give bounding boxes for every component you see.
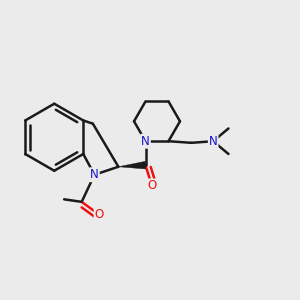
Text: N: N [209, 135, 218, 148]
Text: N: N [90, 168, 99, 181]
Text: O: O [94, 208, 104, 221]
Polygon shape [118, 161, 146, 169]
Text: O: O [147, 179, 157, 192]
Text: N: N [141, 135, 150, 148]
